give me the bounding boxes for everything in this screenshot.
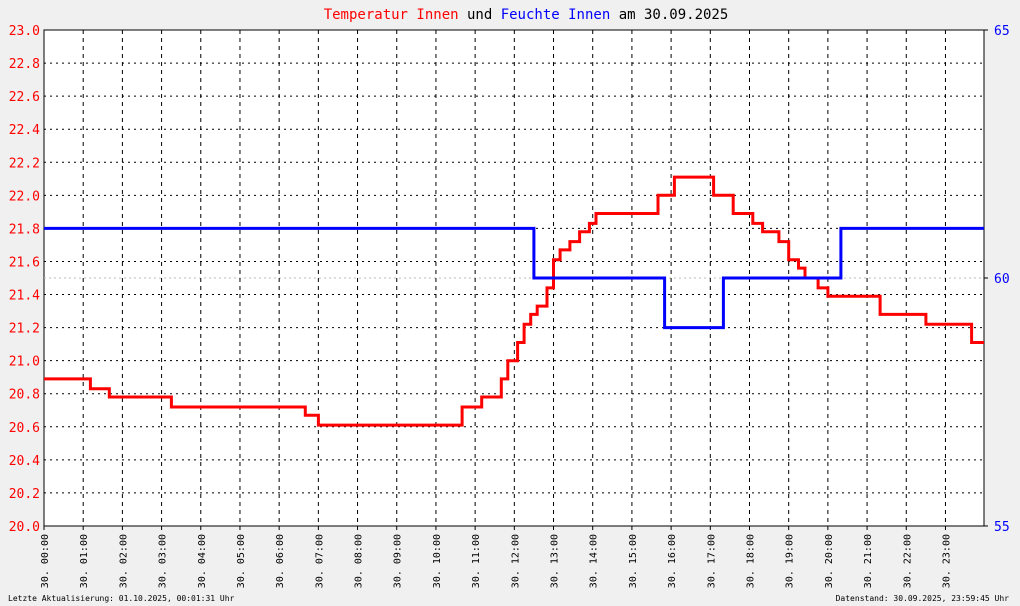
x-tick-label: 30. 05:00 bbox=[236, 534, 247, 588]
y-left-tick-label: 21.0 bbox=[9, 355, 40, 370]
y-left-tick-label: 21.2 bbox=[9, 322, 40, 337]
y-left-tick-label: 21.6 bbox=[9, 255, 40, 270]
x-tick-label: 30. 19:00 bbox=[785, 534, 796, 588]
x-tick-label: 30. 17:00 bbox=[706, 534, 717, 588]
y-left-tick-label: 21.4 bbox=[9, 289, 40, 304]
y-right-tick-label: 55 bbox=[994, 520, 1010, 535]
footer-left: Letzte Aktualisierung: 01.10.2025, 00:01… bbox=[8, 594, 235, 603]
x-tick-label: 30. 09:00 bbox=[393, 534, 404, 588]
y-left-tick-label: 22.6 bbox=[9, 90, 40, 105]
x-tick-label: 30. 02:00 bbox=[118, 534, 129, 588]
y-left-tick-label: 22.4 bbox=[9, 123, 40, 138]
y-left-tick-label: 20.2 bbox=[9, 487, 40, 502]
y-left-tick-label: 22.2 bbox=[9, 156, 40, 171]
x-tick-label: 30. 10:00 bbox=[432, 534, 443, 588]
y-left-tick-label: 23.0 bbox=[9, 24, 40, 39]
title-date: am 30.09.2025 bbox=[610, 7, 728, 23]
x-tick-label: 30. 07:00 bbox=[314, 534, 325, 588]
title-hum: Feuchte Innen bbox=[501, 7, 611, 23]
x-tick-label: 30. 15:00 bbox=[628, 534, 639, 588]
title-und: und bbox=[459, 7, 501, 23]
x-tick-label: 30. 14:00 bbox=[589, 534, 600, 588]
axes: 20.0 20.2 20.4 20.6 20.8 21.0 21.2 21.4 21.6 21.8… bbox=[9, 24, 1010, 588]
y-left-tick-label: 21.8 bbox=[9, 222, 40, 237]
series-line-humidity bbox=[44, 226, 984, 330]
y-right-tick-label: 65 bbox=[994, 24, 1010, 39]
x-tick-label: 30. 06:00 bbox=[275, 534, 286, 588]
y-left-tick-label: 20.8 bbox=[9, 388, 40, 403]
x-tick-label: 30. 03:00 bbox=[158, 534, 169, 588]
x-tick-label: 30. 00:00 bbox=[40, 534, 51, 588]
x-tick-label: 30. 20:00 bbox=[824, 534, 835, 588]
x-tick-label: 30. 11:00 bbox=[471, 534, 482, 588]
y-left-tick-label: 22.8 bbox=[9, 57, 40, 72]
x-tick-label: 30. 18:00 bbox=[745, 534, 756, 588]
x-tick-label: 30. 22:00 bbox=[902, 534, 913, 588]
x-tick-label: 30. 12:00 bbox=[510, 534, 521, 588]
x-tick-label: 30. 13:00 bbox=[550, 534, 561, 588]
x-tick-label: 30. 04:00 bbox=[197, 534, 208, 588]
x-tick-label: 30. 01:00 bbox=[79, 534, 90, 588]
y-left-tick-label: 20.6 bbox=[9, 421, 40, 436]
y-left-tick-label: 22.0 bbox=[9, 189, 40, 204]
y-left-tick-label: 20.0 bbox=[9, 520, 40, 535]
x-tick-label: 30. 08:00 bbox=[354, 534, 365, 588]
x-tick-label: 30. 21:00 bbox=[863, 534, 874, 588]
x-tick-label: 30. 23:00 bbox=[941, 534, 952, 588]
series-group bbox=[44, 175, 984, 427]
title-temp: Temperatur Innen bbox=[324, 7, 459, 23]
footer-right: Datenstand: 30.09.2025, 23:59:45 Uhr bbox=[836, 594, 1010, 603]
chart-title: Temperatur Innen und Feuchte Innen am 30… bbox=[324, 7, 729, 23]
y-right-tick-label: 60 bbox=[994, 272, 1010, 287]
y-left-tick-label: 20.4 bbox=[9, 454, 40, 469]
x-tick-label: 30. 16:00 bbox=[667, 534, 678, 588]
